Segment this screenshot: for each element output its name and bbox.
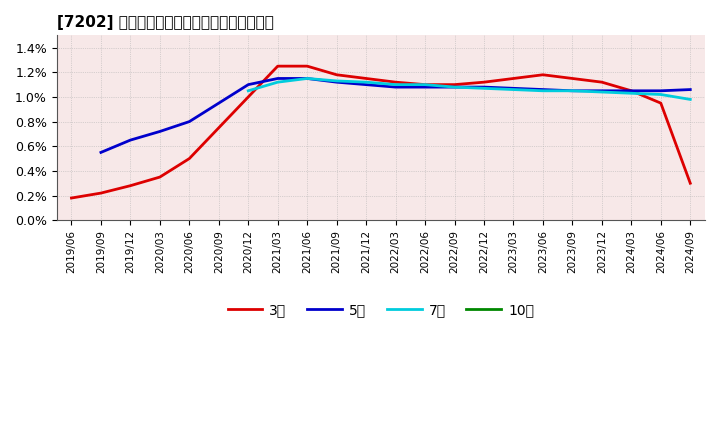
5年: [156, 129, 164, 134]
7年: [480, 86, 488, 91]
Line: 3年: 3年: [71, 66, 690, 198]
5年: [627, 88, 636, 93]
7年: [391, 82, 400, 87]
3年: [539, 72, 547, 77]
3年: [450, 82, 459, 87]
3年: [244, 94, 253, 99]
5年: [126, 137, 135, 143]
5年: [657, 88, 665, 93]
Text: [7202] 当期純利益マージンの標準偶差の推移: [7202] 当期純利益マージンの標準偶差の推移: [57, 15, 274, 30]
7年: [509, 87, 518, 92]
3年: [303, 63, 312, 69]
5年: [362, 82, 371, 87]
5年: [420, 84, 429, 90]
3年: [126, 183, 135, 188]
7年: [598, 89, 606, 95]
5年: [539, 87, 547, 92]
3年: [215, 125, 223, 130]
5年: [303, 76, 312, 81]
7年: [333, 78, 341, 84]
5年: [568, 88, 577, 93]
3年: [627, 88, 636, 93]
7年: [568, 88, 577, 93]
5年: [333, 80, 341, 85]
3年: [686, 180, 695, 186]
Line: 7年: 7年: [248, 78, 690, 99]
Legend: 3年, 5年, 7年, 10年: 3年, 5年, 7年, 10年: [222, 297, 540, 323]
5年: [686, 87, 695, 92]
3年: [333, 72, 341, 77]
7年: [274, 80, 282, 85]
3年: [420, 82, 429, 87]
7年: [303, 76, 312, 81]
3年: [509, 76, 518, 81]
3年: [568, 76, 577, 81]
3年: [156, 174, 164, 180]
5年: [450, 84, 459, 90]
5年: [96, 150, 105, 155]
3年: [598, 80, 606, 85]
7年: [420, 82, 429, 87]
7年: [657, 92, 665, 97]
5年: [480, 84, 488, 90]
7年: [450, 84, 459, 90]
3年: [391, 80, 400, 85]
7年: [686, 97, 695, 102]
3年: [185, 156, 194, 161]
5年: [274, 76, 282, 81]
7年: [362, 80, 371, 85]
Line: 5年: 5年: [101, 78, 690, 152]
5年: [598, 88, 606, 93]
7年: [539, 88, 547, 93]
3年: [96, 191, 105, 196]
3年: [274, 63, 282, 69]
3年: [67, 195, 76, 201]
5年: [509, 86, 518, 91]
5年: [244, 82, 253, 87]
5年: [391, 84, 400, 90]
7年: [627, 91, 636, 96]
7年: [244, 88, 253, 93]
5年: [215, 100, 223, 106]
3年: [480, 80, 488, 85]
3年: [362, 76, 371, 81]
5年: [185, 119, 194, 124]
3年: [657, 100, 665, 106]
